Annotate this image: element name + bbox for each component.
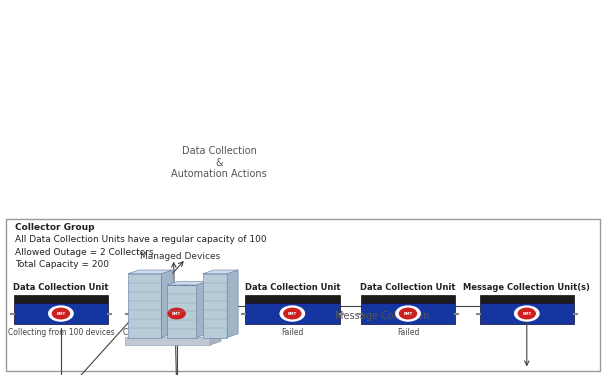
Text: EMT: EMT	[172, 312, 181, 315]
FancyBboxPatch shape	[245, 295, 340, 303]
FancyBboxPatch shape	[14, 303, 108, 324]
Text: Collecting from 100 devices: Collecting from 100 devices	[7, 328, 114, 338]
Circle shape	[400, 308, 417, 319]
Text: Failed: Failed	[397, 328, 419, 338]
FancyBboxPatch shape	[361, 303, 456, 324]
Polygon shape	[161, 270, 172, 338]
FancyBboxPatch shape	[480, 303, 574, 324]
Polygon shape	[197, 281, 208, 338]
Circle shape	[515, 306, 539, 321]
Text: Collector Group: Collector Group	[15, 223, 95, 232]
Text: Message Collection: Message Collection	[335, 311, 429, 321]
Text: Failed: Failed	[281, 328, 303, 338]
Polygon shape	[203, 274, 227, 338]
Polygon shape	[227, 270, 238, 338]
Text: EMT: EMT	[404, 312, 412, 315]
Circle shape	[280, 306, 304, 321]
Text: Total Capacity = 200: Total Capacity = 200	[15, 260, 109, 269]
Circle shape	[49, 306, 73, 321]
Polygon shape	[128, 270, 172, 274]
Text: EMT: EMT	[288, 312, 297, 315]
Circle shape	[52, 308, 69, 319]
Polygon shape	[128, 274, 161, 338]
Text: Data Collection Unit: Data Collection Unit	[361, 283, 456, 292]
Circle shape	[518, 308, 535, 319]
Polygon shape	[167, 285, 197, 338]
Polygon shape	[167, 281, 208, 285]
Circle shape	[164, 306, 189, 321]
Text: Data Collection Unit: Data Collection Unit	[245, 283, 340, 292]
Polygon shape	[125, 337, 210, 345]
FancyBboxPatch shape	[361, 295, 456, 303]
Circle shape	[168, 308, 185, 319]
Circle shape	[284, 308, 301, 319]
Text: Collecting from 100 devices: Collecting from 100 devices	[123, 328, 230, 338]
Text: Data Collection Unit: Data Collection Unit	[129, 283, 224, 292]
FancyBboxPatch shape	[245, 303, 340, 324]
FancyBboxPatch shape	[129, 295, 224, 303]
Text: Allowed Outage = 2 Collectors: Allowed Outage = 2 Collectors	[15, 248, 154, 257]
Polygon shape	[203, 270, 238, 274]
Text: Data Collection Unit: Data Collection Unit	[13, 283, 108, 292]
Text: EMT: EMT	[523, 312, 531, 315]
FancyBboxPatch shape	[480, 295, 574, 303]
Circle shape	[396, 306, 420, 321]
Text: EMT: EMT	[57, 312, 65, 315]
Text: Data Collection
&
Automation Actions: Data Collection & Automation Actions	[171, 146, 267, 180]
Polygon shape	[210, 333, 221, 345]
FancyBboxPatch shape	[129, 303, 224, 324]
Text: All Data Collection Units have a regular capacity of 100: All Data Collection Units have a regular…	[15, 236, 267, 244]
Text: Managed Devices: Managed Devices	[139, 252, 220, 261]
FancyBboxPatch shape	[14, 295, 108, 303]
Text: Message Collection Unit(s): Message Collection Unit(s)	[463, 283, 590, 292]
